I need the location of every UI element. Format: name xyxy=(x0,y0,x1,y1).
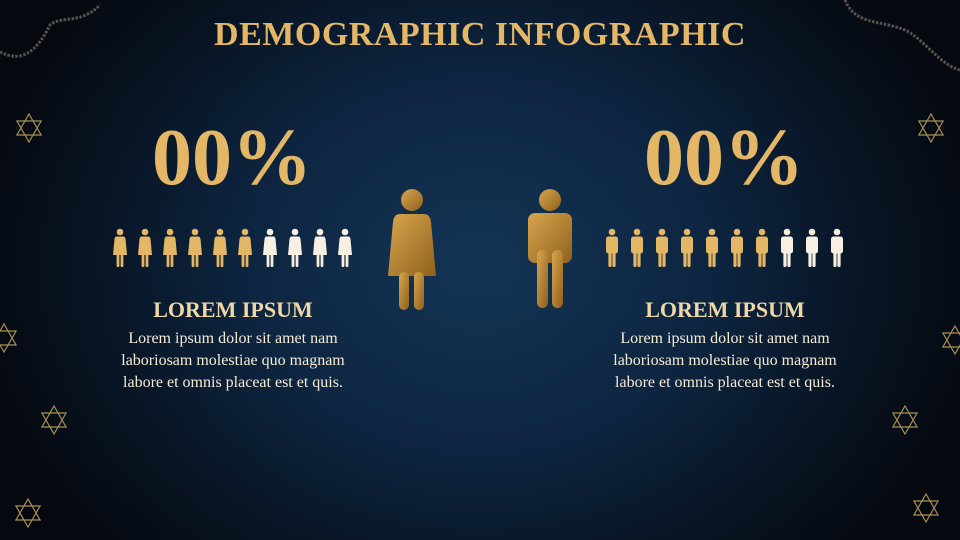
female-percentage: 00% xyxy=(152,114,312,202)
male-person-icon xyxy=(528,189,572,308)
star-icon xyxy=(918,113,944,143)
star-icon xyxy=(16,113,42,143)
female-person-icon xyxy=(163,228,177,267)
male-person-icon xyxy=(681,228,693,267)
male-person-icon xyxy=(781,228,793,267)
star-icon xyxy=(892,405,918,435)
male-person-icon xyxy=(706,228,718,267)
female-person-icon xyxy=(288,228,302,267)
male-person-icon xyxy=(806,228,818,267)
female-icon-row xyxy=(110,228,355,268)
female-person-icon xyxy=(313,228,327,267)
page-title: DEMOGRAPHIC INFOGRAPHIC xyxy=(214,16,746,53)
male-person-icon xyxy=(731,228,743,267)
male-description: Lorem ipsum dolor sit amet nam laboriosa… xyxy=(613,330,837,391)
bead-chain-right xyxy=(843,0,960,72)
female-person-icon xyxy=(213,228,227,267)
female-person-icon xyxy=(188,228,202,267)
star-icon xyxy=(15,498,41,528)
female-person-icon xyxy=(238,228,252,267)
male-icon-row xyxy=(602,228,847,268)
female-person-icon xyxy=(338,228,352,267)
female-heading: LOREM IPSUM xyxy=(153,297,313,322)
bead-chain-left xyxy=(0,3,102,58)
star-icon xyxy=(0,323,17,353)
male-person-icon xyxy=(656,228,668,267)
star-icon xyxy=(913,493,939,523)
male-person-icon xyxy=(606,228,618,267)
male-person-icon xyxy=(756,228,768,267)
female-person-icon xyxy=(113,228,127,267)
male-heading: LOREM IPSUM xyxy=(645,297,805,322)
male-person-icon xyxy=(831,228,843,267)
female-description: Lorem ipsum dolor sit amet nam laboriosa… xyxy=(121,330,345,391)
star-icon xyxy=(41,405,67,435)
male-percentage: 00% xyxy=(644,114,804,202)
male-person-icon xyxy=(631,228,643,267)
female-person-icon xyxy=(138,228,152,267)
star-icon xyxy=(942,325,960,355)
female-person-icon xyxy=(263,228,277,267)
female-person-icon xyxy=(388,189,436,310)
